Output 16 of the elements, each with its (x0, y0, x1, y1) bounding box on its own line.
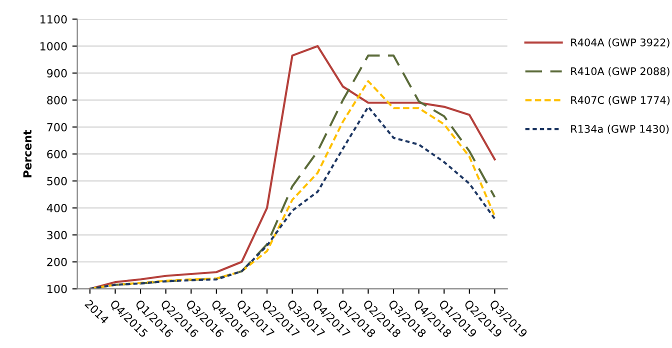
legend-label: R410A (GWP 2088) (571, 67, 670, 76)
y-tick-label: 1000 (40, 42, 67, 50)
y-tick-label: 300 (47, 230, 67, 240)
y-tick-label: 200 (47, 258, 67, 266)
y-tick-label: 1100 (40, 15, 67, 24)
legend-label: R407C (GWP 1774) (571, 96, 670, 106)
y-tick-label: 900 (47, 69, 67, 78)
y-tick-label: 600 (47, 150, 67, 158)
legend-label: R134a (GWP 1430) (571, 124, 669, 134)
y-tick-label: 400 (46, 204, 67, 212)
y-tick-label: 100 (48, 284, 67, 294)
legend-label: R404A (GWP 3922) (571, 38, 670, 48)
y-tick-label: 800 (47, 96, 67, 104)
y-tick-label: 700 (47, 122, 67, 132)
y-tick-label: 500 (47, 176, 67, 186)
y-axis-title: Percent (23, 130, 32, 178)
